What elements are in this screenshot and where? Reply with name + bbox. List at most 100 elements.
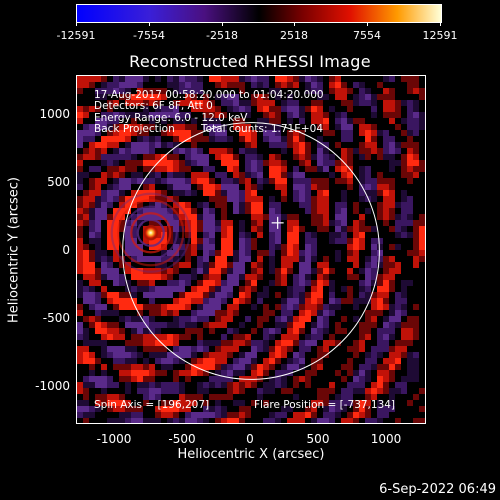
colorbar-tick-label: -2518 — [206, 29, 238, 42]
image-pixel — [341, 394, 347, 400]
image-pixel — [245, 256, 251, 262]
image-pixel — [215, 292, 221, 298]
image-pixel — [131, 214, 137, 220]
image-pixel — [83, 346, 89, 352]
image-pixel — [227, 154, 233, 160]
image-pixel — [353, 412, 359, 418]
image-pixel — [245, 76, 251, 82]
image-pixel — [389, 358, 395, 364]
image-pixel — [347, 364, 353, 370]
image-pixel — [383, 190, 389, 196]
image-pixel — [305, 382, 311, 388]
image-pixel — [425, 76, 426, 82]
image-pixel — [299, 280, 305, 286]
image-pixel — [203, 154, 209, 160]
image-pixel — [203, 256, 209, 262]
image-pixel — [305, 166, 311, 172]
image-pixel — [125, 316, 131, 322]
image-panel[interactable]: 17-Aug-2017 00:58:20.000 to 01:04:20.000… — [76, 75, 426, 424]
image-pixel — [125, 76, 131, 82]
image-pixel — [89, 196, 95, 202]
image-pixel — [137, 220, 143, 226]
image-pixel — [347, 274, 353, 280]
image-pixel — [209, 208, 215, 214]
image-pixel — [131, 364, 137, 370]
image-pixel — [191, 190, 197, 196]
image-pixel — [239, 190, 245, 196]
image-pixel — [107, 154, 113, 160]
image-pixel — [377, 250, 383, 256]
image-pixel — [377, 238, 383, 244]
y-axis-label: Heliocentric Y (arcsec) — [6, 177, 22, 323]
image-pixel — [389, 262, 395, 268]
image-pixel — [389, 178, 395, 184]
image-pixel — [149, 334, 155, 340]
image-pixel — [113, 196, 119, 202]
image-pixel — [251, 346, 257, 352]
image-pixel — [359, 196, 365, 202]
image-pixel — [239, 100, 245, 106]
image-pixel — [347, 286, 353, 292]
image-pixel — [263, 346, 269, 352]
image-pixel — [257, 340, 263, 346]
image-pixel — [221, 322, 227, 328]
image-pixel — [173, 382, 179, 388]
image-pixel — [191, 310, 197, 316]
image-pixel — [143, 88, 149, 94]
image-pixel — [353, 94, 359, 100]
image-pixel — [317, 184, 323, 190]
plot-title: Reconstructed RHESSI Image — [129, 52, 371, 71]
image-pixel — [149, 244, 155, 250]
image-pixel — [215, 418, 221, 423]
image-pixel — [197, 292, 203, 298]
image-pixel — [413, 334, 419, 340]
image-pixel — [209, 244, 215, 250]
image-pixel — [83, 250, 89, 256]
image-pixel — [347, 184, 353, 190]
image-pixel — [407, 196, 413, 202]
image-pixel — [89, 322, 95, 328]
image-pixel — [293, 232, 299, 238]
image-pixel — [173, 268, 179, 274]
image-pixel — [425, 232, 426, 238]
image-pixel — [275, 316, 281, 322]
image-pixel — [167, 310, 173, 316]
image-pixel — [329, 106, 335, 112]
image-pixel — [395, 244, 401, 250]
image-pixel — [275, 322, 281, 328]
image-pixel — [137, 334, 143, 340]
image-pixel — [233, 154, 239, 160]
image-pixel — [299, 274, 305, 280]
image-pixel — [263, 76, 269, 82]
image-pixel — [185, 214, 191, 220]
image-pixel — [179, 394, 185, 400]
image-pixel — [77, 328, 83, 334]
image-pixel — [335, 82, 341, 88]
image-pixel — [233, 400, 239, 406]
image-pixel — [401, 220, 407, 226]
image-pixel — [287, 286, 293, 292]
image-pixel — [353, 220, 359, 226]
image-pixel — [371, 94, 377, 100]
image-pixel — [179, 400, 185, 406]
image-pixel — [389, 322, 395, 328]
image-pixel — [251, 160, 257, 166]
image-pixel — [287, 322, 293, 328]
image-pixel — [359, 178, 365, 184]
image-pixel — [317, 286, 323, 292]
image-pixel — [251, 280, 257, 286]
image-pixel — [269, 214, 275, 220]
image-pixel — [173, 166, 179, 172]
image-pixel — [251, 244, 257, 250]
image-pixel — [95, 250, 101, 256]
image-pixel — [419, 418, 425, 423]
image-pixel — [305, 280, 311, 286]
image-pixel — [365, 100, 371, 106]
fringe-ring — [136, 218, 165, 247]
image-pixel — [257, 232, 263, 238]
image-pixel — [107, 262, 113, 268]
image-pixel — [191, 130, 197, 136]
image-pixel — [113, 160, 119, 166]
image-pixel — [377, 364, 383, 370]
image-pixel — [173, 322, 179, 328]
